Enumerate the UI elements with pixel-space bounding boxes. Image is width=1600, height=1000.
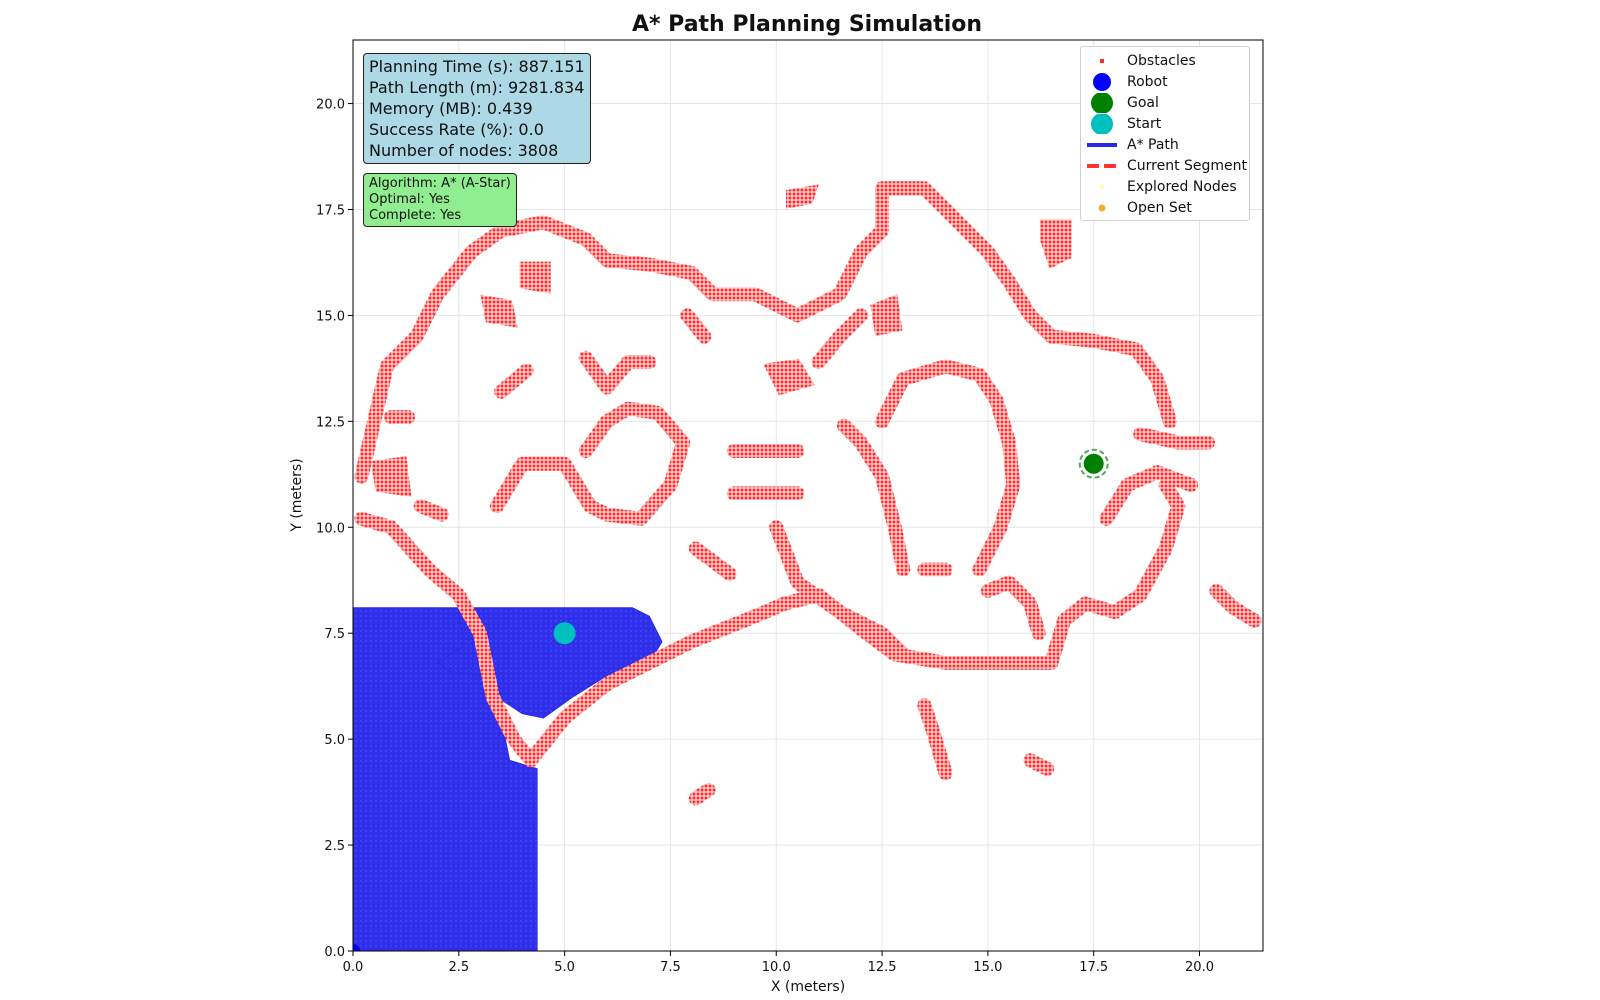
- y-tick-label: 12.5: [316, 415, 345, 430]
- x-axis-label: X (meters): [771, 979, 845, 995]
- legend-item-goal: Goal: [1081, 92, 1249, 114]
- obstacle-cluster: [370, 456, 412, 497]
- chart-title: A* Path Planning Simulation: [632, 12, 982, 37]
- node-count-text: Number of nodes: 3808: [369, 141, 559, 160]
- obstacle-cluster: [870, 294, 903, 336]
- legend-marker: [1087, 51, 1117, 71]
- legend-marker: [1087, 177, 1117, 197]
- legend-marker: [1087, 156, 1117, 176]
- legend-label: Current Segment: [1127, 158, 1248, 174]
- obstacle-cells: [769, 520, 911, 662]
- legend-item-explored-nodes: Explored Nodes: [1081, 177, 1249, 197]
- obstacle-cells: [688, 782, 716, 806]
- algorithm-text: Algorithm: A* (A-Star): [369, 176, 511, 191]
- algorithm-info-panel: Algorithm: A* (A-Star) Optimal: Yes Comp…: [363, 173, 517, 227]
- memory-text: Memory (MB): 0.439: [369, 99, 533, 118]
- y-tick-label: 0.0: [324, 945, 345, 960]
- plot-area: [353, 181, 1262, 951]
- legend-marker: [1087, 92, 1117, 114]
- obstacle-cells: [1209, 583, 1262, 628]
- obstacle-cells: [354, 181, 1177, 484]
- obstacle-cells: [494, 363, 534, 399]
- x-tick-label: 2.5: [448, 960, 469, 975]
- obstacle-cells: [354, 477, 1186, 768]
- obstacle-cells: [1099, 465, 1199, 526]
- obstacle-cells: [917, 698, 953, 781]
- goal-tolerance-ring: [1078, 448, 1109, 479]
- legend-marker: [1087, 135, 1117, 155]
- legend-item-current-segment: Current Segment: [1081, 156, 1249, 176]
- success-rate-text: Success Rate (%): 0.0: [369, 120, 544, 139]
- x-tick-label: 17.5: [1079, 960, 1108, 975]
- obstacle-cells: [1023, 753, 1055, 776]
- goal-marker: [1083, 453, 1104, 474]
- y-tick-label: 2.5: [324, 839, 345, 854]
- legend-marker: [1087, 198, 1117, 218]
- obstacle-cells: [489, 401, 691, 526]
- y-axis-label: Y (meters): [289, 458, 305, 532]
- x-tick-label: 5.0: [554, 960, 575, 975]
- obstacle-cells: [811, 308, 868, 370]
- x-tick-label: 20.0: [1185, 960, 1214, 975]
- metrics-panel: Planning Time (s): 887.151 Path Length (…: [363, 53, 591, 164]
- obstacle-cluster: [785, 184, 819, 209]
- x-tick-label: 10.0: [762, 960, 791, 975]
- legend-item-a-path: A* Path: [1081, 135, 1249, 155]
- y-tick-label: 5.0: [324, 733, 345, 748]
- obstacle-cluster: [480, 294, 518, 328]
- legend-label: Robot: [1127, 74, 1168, 90]
- robot-marker: [353, 944, 360, 951]
- axes-frame: [352, 39, 1264, 952]
- legend-item-obstacles: Obstacles: [1081, 51, 1249, 71]
- legend-label: Start: [1127, 116, 1162, 132]
- x-tick-label: 0.0: [343, 960, 364, 975]
- legend-label: A* Path: [1127, 137, 1179, 153]
- obstacle-cluster: [519, 261, 551, 294]
- axis-ticks: 0.0 2.5 5.0 7.5 10.0 12.5 15.0 17.5 20.0 0.0 2.5 5.…: [316, 98, 1214, 975]
- legend: Obstacles Robot Goal Start A* Path Current Se…: [1080, 46, 1250, 221]
- complete-text: Complete: Yes: [369, 208, 462, 223]
- legend-label: Goal: [1127, 95, 1159, 111]
- y-tick-label: 10.0: [316, 521, 345, 536]
- legend-label: Explored Nodes: [1127, 179, 1237, 195]
- legend-item-start: Start: [1081, 113, 1249, 135]
- legend-label: Obstacles: [1127, 53, 1196, 69]
- obstacle-cells: [980, 575, 1046, 641]
- obstacle-cells: [578, 350, 657, 395]
- y-tick-label: 17.5: [316, 203, 345, 218]
- obstacle-cells: [1133, 427, 1215, 450]
- x-tick-label: 12.5: [868, 960, 897, 975]
- x-tick-label: 7.5: [660, 960, 681, 975]
- legend-marker: [1087, 72, 1117, 92]
- planning-time-text: Planning Time (s): 887.151: [369, 57, 585, 76]
- obstacle-cells: [836, 418, 911, 577]
- legend-marker: [1087, 113, 1117, 135]
- y-tick-label: 20.0: [316, 98, 345, 113]
- legend-label: Open Set: [1127, 200, 1192, 216]
- start-marker: [553, 622, 576, 645]
- obstacle-cells: [680, 308, 712, 344]
- path-length-text: Path Length (m): 9281.834: [369, 78, 585, 97]
- obstacle-cells: [875, 359, 1021, 577]
- optimal-text: Optimal: Yes: [369, 192, 450, 207]
- obstacle-cells: [413, 499, 449, 522]
- y-tick-label: 7.5: [324, 627, 345, 642]
- legend-item-open-set: Open Set: [1081, 198, 1249, 218]
- obstacle-cluster: [1039, 219, 1072, 269]
- obstacle-cells: [688, 541, 737, 581]
- obstacle-cluster: [763, 358, 815, 396]
- legend-item-robot: Robot: [1081, 72, 1249, 92]
- x-tick-label: 15.0: [973, 960, 1002, 975]
- y-tick-label: 15.0: [316, 309, 345, 324]
